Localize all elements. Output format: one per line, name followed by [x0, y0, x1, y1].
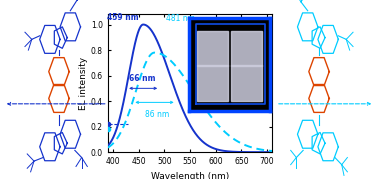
Text: 66 nm: 66 nm [129, 74, 156, 83]
Polygon shape [231, 31, 262, 66]
Text: 459 nm: 459 nm [107, 13, 139, 22]
Polygon shape [231, 65, 262, 101]
Polygon shape [197, 31, 228, 66]
X-axis label: Wavelength (nm): Wavelength (nm) [151, 171, 229, 179]
Polygon shape [197, 65, 228, 101]
Text: 86 nm: 86 nm [145, 110, 169, 119]
Text: 481 nm: 481 nm [166, 14, 195, 23]
Y-axis label: EL intensity: EL intensity [79, 57, 88, 110]
